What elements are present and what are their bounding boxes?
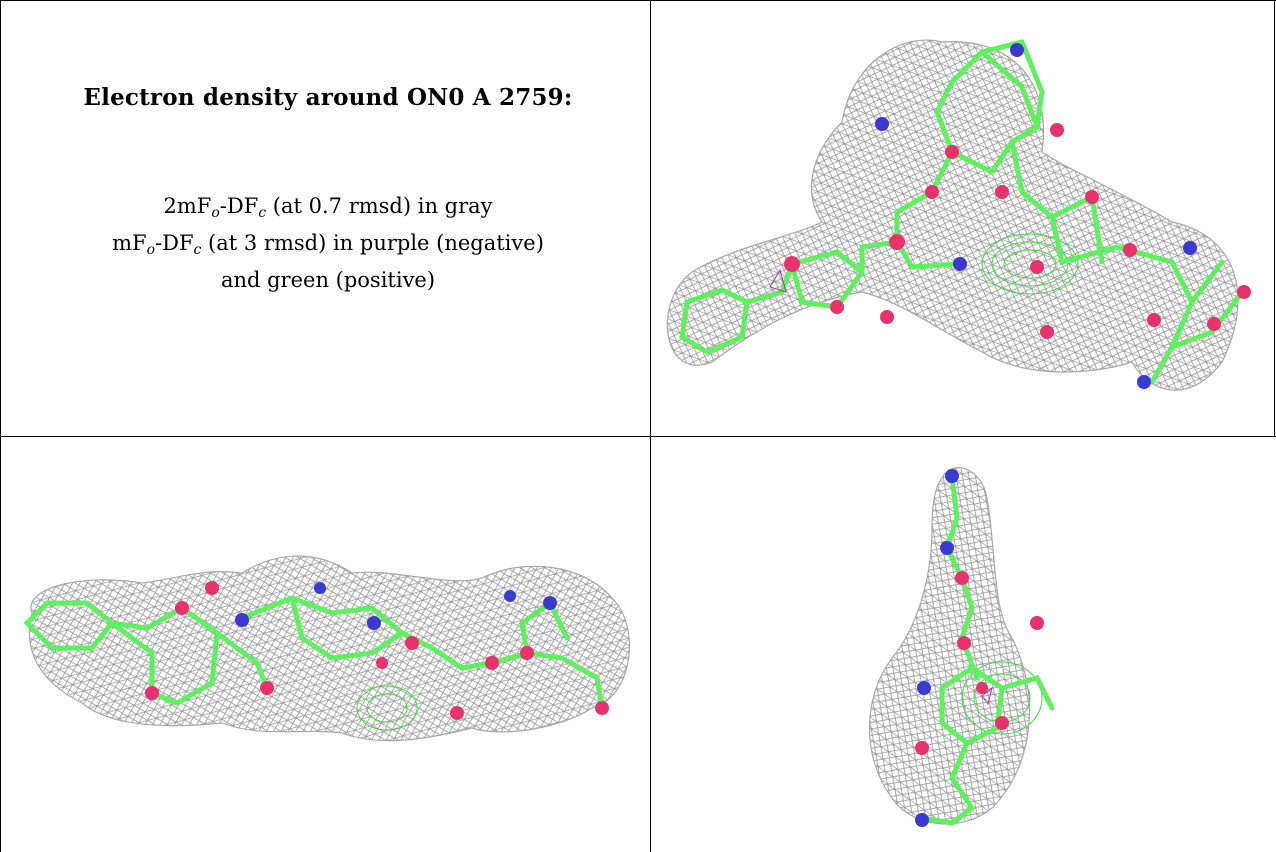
top-border [0,0,1276,1]
density-mesh [28,555,631,742]
negative-density-blob [769,268,787,293]
middle-divider [0,436,1276,437]
center-divider [650,0,651,852]
bonds [23,595,605,711]
density-view-bottom-right [869,467,1055,827]
density-mesh [869,467,1030,825]
left-border [0,0,1,852]
legend-line-2fo: 2mFo-DFc (at 0.7 rmsd) in gray [163,194,493,221]
oxygen-atoms [915,571,1044,755]
positive-density-blob [356,685,418,731]
caption-title: Electron density around ON0 A 2759: [83,84,573,111]
right-border [1274,0,1275,436]
legend-line-3: and green (positive) [220,268,436,292]
oxygen-atoms [784,123,1251,339]
bonds [679,39,1245,385]
nitrogen-atoms [915,469,959,827]
density-view-top-right [666,39,1251,391]
oxygen-atoms [145,581,609,720]
legend-line-fo: mFo-DFc (at 3 rmsd) in purple (negative) [112,231,544,258]
negative-density-blob [981,686,993,706]
density-view-bottom-left [23,555,631,742]
caption-legend: 2mFo-DFc (at 0.7 rmsd) in gray mFo-DFc (… [8,191,648,295]
nitrogen-atoms [235,582,557,630]
caption-block: Electron density around ON0 A 2759: 2mFo… [8,84,648,295]
nitrogen-atoms [875,43,1197,389]
positive-density-blob [981,233,1079,295]
density-mesh [666,39,1239,391]
